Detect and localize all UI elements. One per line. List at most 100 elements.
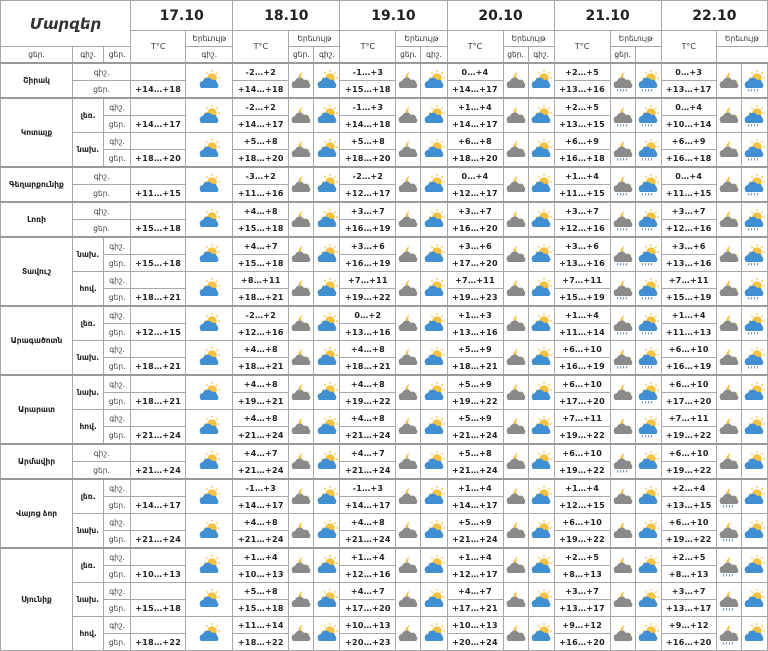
partly-cloudy-day-icon bbox=[185, 340, 234, 376]
cloudy-night-icon bbox=[609, 513, 636, 549]
night-temperature: +11…+14 bbox=[232, 616, 290, 634]
rain-night-icon bbox=[715, 513, 742, 549]
night-temperature: -1…+3 bbox=[339, 62, 397, 81]
day-temperature: +14…+17 bbox=[446, 496, 504, 514]
cloudy-night-icon bbox=[502, 305, 529, 341]
day-label: ցեր. bbox=[103, 357, 132, 376]
partly-cloudy-day-icon bbox=[420, 582, 448, 617]
partly-cloudy-day-icon bbox=[527, 201, 555, 238]
rain-day-icon bbox=[634, 97, 662, 133]
night-temperature: +3…+7 bbox=[446, 201, 504, 220]
rain-day-icon bbox=[740, 132, 768, 168]
cloudy-night-icon bbox=[288, 97, 315, 133]
partly-cloudy-day-icon bbox=[420, 547, 448, 583]
day-temperature: +11…+15 bbox=[130, 184, 187, 203]
day-temperature: +11…+15 bbox=[660, 184, 717, 203]
rain-day-icon bbox=[740, 340, 768, 376]
day-temperature: +21…+24 bbox=[339, 461, 397, 480]
partly-cloudy-day-icon bbox=[313, 166, 341, 203]
cloudy-night-icon bbox=[395, 409, 422, 445]
zone-label: նախ. bbox=[72, 340, 105, 376]
day-temperature: +17…+20 bbox=[446, 254, 504, 272]
day-temperature: +14…+17 bbox=[232, 496, 290, 514]
day-header: ցեր. bbox=[609, 46, 636, 64]
rain-night-icon bbox=[609, 340, 636, 376]
rain-day-icon bbox=[740, 201, 768, 238]
cloudy-night-icon bbox=[288, 513, 315, 549]
day-temperature: +21…+24 bbox=[339, 426, 397, 445]
partly-cloudy-day-icon bbox=[420, 409, 448, 445]
day-temperature: +12…+16 bbox=[660, 219, 717, 238]
rain-night-icon bbox=[609, 97, 636, 133]
partly-cloudy-day-icon bbox=[313, 305, 341, 341]
forecast-row-night: նախ. գիշ. +4…+8 +4…+8 +5…+9 +6…+10 +6…+10 bbox=[1, 513, 768, 549]
forecast-row-day: ցեր. +15…+18 +15…+18 +16…+19 +17…+20 +13…+16 +… bbox=[1, 254, 768, 272]
day-label: ցեր. bbox=[103, 599, 132, 617]
night-temperature: +7…+11 bbox=[446, 271, 504, 289]
cloudy-night-icon bbox=[395, 166, 422, 203]
night-temperature: 0…+4 bbox=[660, 97, 717, 116]
night-label: գիշ. bbox=[72, 201, 132, 220]
day-temperature: +17…+20 bbox=[553, 392, 611, 410]
partly-cloudy-day-icon bbox=[313, 374, 341, 410]
night-temperature: +2…+5 bbox=[553, 97, 611, 116]
cloudy-night-icon bbox=[395, 374, 422, 410]
cloudy-night-icon bbox=[502, 513, 529, 549]
partly-cloudy-day-icon bbox=[185, 271, 234, 307]
cloudy-night-icon bbox=[395, 513, 422, 549]
partly-cloudy-day-icon bbox=[313, 443, 341, 480]
cloudy-night-icon bbox=[502, 271, 529, 307]
night-temperature: +6…+10 bbox=[660, 513, 717, 531]
day-temperature: +16…+19 bbox=[553, 357, 611, 376]
cloudy-night-icon bbox=[395, 478, 422, 514]
night-temperature: +4…+8 bbox=[339, 340, 397, 358]
cloudy-night-icon bbox=[395, 547, 422, 583]
forecast-row-night: Տավուշ նախ. գիշ. +4…+7 +3…+6 +3…+6 +3…+6 +3…+6 bbox=[0, 236, 768, 307]
day-temperature: +14…+17 bbox=[232, 115, 290, 133]
day-temperature: +16…+19 bbox=[339, 219, 397, 238]
partly-cloudy-day-icon bbox=[313, 478, 341, 514]
night-temperature bbox=[130, 97, 187, 116]
day-temperature: +8…+13 bbox=[660, 565, 717, 583]
partly-cloudy-day-icon bbox=[420, 513, 448, 549]
rain-night-icon bbox=[715, 478, 742, 514]
night-label: գիշ. bbox=[103, 132, 132, 150]
partly-cloudy-day-icon bbox=[527, 271, 555, 307]
partly-cloudy-day-icon bbox=[313, 201, 341, 238]
date-header: 17.10 bbox=[130, 0, 234, 31]
day-temperature: +12…+15 bbox=[553, 496, 611, 514]
partly-cloudy-day-icon bbox=[527, 443, 555, 480]
night-temperature: +5…+9 bbox=[446, 374, 504, 393]
forecast-row-day: ցեր. +18…+21 +18…+21 +19…+22 +19…+23 +15…+19 +… bbox=[1, 288, 768, 307]
rain-day-icon bbox=[740, 166, 768, 203]
partly-cloudy-day-icon bbox=[527, 62, 555, 99]
day-label: ցեր. bbox=[103, 530, 132, 549]
day-temperature: +21…+24 bbox=[339, 530, 397, 549]
day-temperature: +13…+15 bbox=[660, 496, 717, 514]
temperature-header: T°C bbox=[339, 30, 397, 64]
night-header: գիշ. bbox=[72, 46, 105, 64]
phenomenon-header: Երեւույթ bbox=[185, 30, 234, 47]
night-temperature: 0…+4 bbox=[446, 166, 504, 185]
night-label: գիշ. bbox=[72, 62, 132, 81]
day-temperature: +12…+16 bbox=[339, 565, 397, 583]
partly-cloudy-day-icon bbox=[185, 166, 234, 203]
night-temperature: +8…+11 bbox=[232, 271, 290, 289]
partly-cloudy-day-icon bbox=[313, 62, 341, 99]
forecast-row-night: հով. գիշ. +11…+14 +10…+13 +10…+13 +9…+12 +9…+1… bbox=[1, 616, 768, 651]
night-label: գիշ. bbox=[72, 166, 132, 185]
forecast-row-night: Կոտայք լեռ. գիշ. -2…+2 -1…+3 +1…+4 +2…+5 0…+4 bbox=[0, 97, 768, 168]
cloudy-night-icon bbox=[715, 166, 742, 203]
phenomenon-header: Երեւույթ bbox=[288, 30, 341, 47]
day-temperature: +10…+14 bbox=[660, 115, 717, 133]
cloudy-night-icon bbox=[395, 132, 422, 168]
cloudy-night-icon bbox=[715, 305, 742, 341]
night-label: գիշ. bbox=[103, 236, 132, 255]
forecast-row-night: Գեղարքունիք գիշ. -3…+2 -2…+2 0…+4 +1…+4 0…+4 bbox=[0, 166, 768, 203]
day-label: ցեր. bbox=[103, 565, 132, 583]
temperature-header: T°C bbox=[446, 30, 504, 64]
night-label: գիշ. bbox=[103, 513, 132, 531]
partly-cloudy-day-icon bbox=[527, 305, 555, 341]
night-temperature: +7…+11 bbox=[553, 409, 611, 427]
day-temperature: +16…+19 bbox=[339, 254, 397, 272]
